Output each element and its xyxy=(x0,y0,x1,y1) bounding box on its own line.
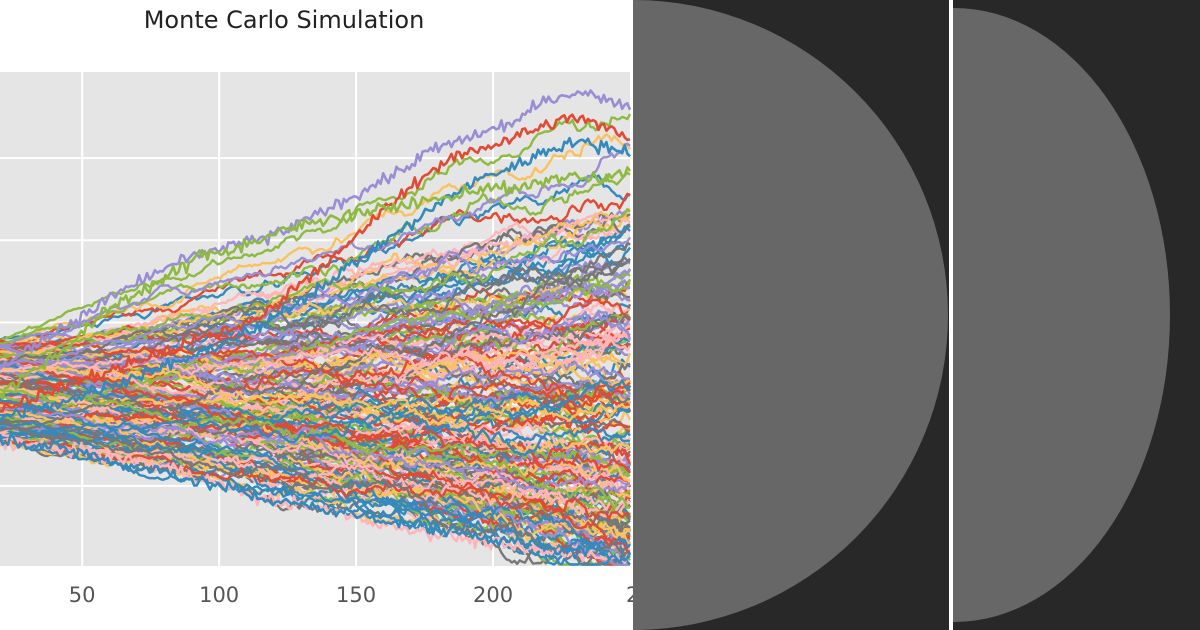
simulation-line xyxy=(0,221,631,363)
simulation-line xyxy=(0,438,631,520)
simulation-line xyxy=(0,174,631,341)
x-tick-label-clipped: 2 xyxy=(626,583,633,607)
simulation-line xyxy=(0,257,631,392)
x-tick-label: 200 xyxy=(473,583,513,607)
simulation-line xyxy=(0,388,631,510)
simulation-line xyxy=(0,421,631,565)
simulation-line-outlier xyxy=(0,136,631,422)
chart-title: Monte Carlo Simulation xyxy=(144,6,425,34)
chart-panel: 50 100 150 200 2 Monte Carlo Simulation xyxy=(0,6,633,607)
monte-carlo-chart: 50 100 150 200 2 Monte Carlo Simulation xyxy=(0,6,633,607)
simulation-line xyxy=(0,434,631,475)
simulation-line xyxy=(0,113,632,342)
simulation-line xyxy=(0,337,632,376)
image-panel-left xyxy=(633,0,949,630)
simulation-line xyxy=(0,282,631,378)
simulation-line xyxy=(0,208,631,359)
simulation-line xyxy=(0,401,631,474)
series-lines xyxy=(0,89,632,566)
simulation-line xyxy=(0,410,631,457)
x-tick-label: 150 xyxy=(336,583,376,607)
half-ellipse-shape xyxy=(953,8,1170,622)
simulation-line xyxy=(0,401,631,484)
image-panel-right xyxy=(953,0,1200,630)
x-tick-label: 100 xyxy=(199,583,239,607)
simulation-line xyxy=(0,339,631,408)
simulation-line-outlier xyxy=(0,166,632,400)
simulation-line xyxy=(0,379,632,443)
x-tick-label: 50 xyxy=(69,583,96,607)
panel-divider xyxy=(949,0,953,630)
simulation-line-outlier xyxy=(0,433,632,563)
simulation-line-outlier xyxy=(0,89,632,370)
x-tick-labels: 50 100 150 200 2 xyxy=(69,583,633,607)
half-circle-shape xyxy=(633,0,948,630)
simulation-line xyxy=(0,225,631,387)
simulation-line xyxy=(0,241,631,364)
simulation-line xyxy=(0,314,631,368)
simulation-line-outlier xyxy=(0,113,631,413)
